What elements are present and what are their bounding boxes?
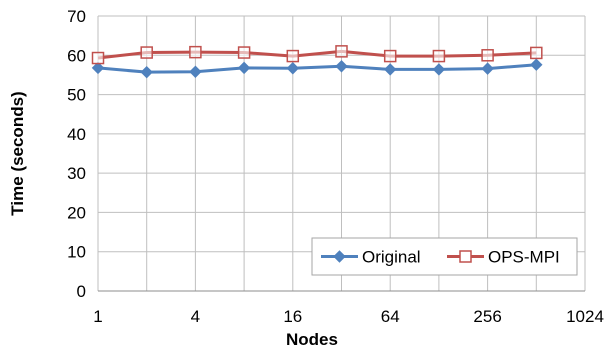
series-line-ops-mpi bbox=[97, 49, 537, 60]
data-point-ops-mpi bbox=[189, 45, 202, 59]
x-tick-label: 4 bbox=[191, 307, 200, 326]
y-tick-label: 60 bbox=[67, 46, 86, 65]
data-point-ops-mpi bbox=[335, 45, 348, 58]
data-point-original bbox=[530, 58, 543, 71]
tick-labels: 0 10 20 30 40 50 60 70 1 4 16 64 256 1024 bbox=[67, 7, 604, 326]
data-point-ops-mpi bbox=[91, 51, 105, 65]
data-point-ops-mpi bbox=[432, 49, 446, 63]
legend-opsmpi-marker bbox=[459, 250, 472, 263]
y-tick-label: 30 bbox=[67, 164, 86, 183]
data-point-original bbox=[140, 65, 153, 79]
y-tick-label: 20 bbox=[67, 203, 86, 222]
x-tick-label: 1024 bbox=[566, 307, 604, 326]
y-tick-label: 70 bbox=[67, 7, 86, 26]
x-tick-label: 256 bbox=[473, 307, 501, 326]
x-tick-label: 64 bbox=[381, 307, 400, 326]
data-point-original bbox=[286, 62, 300, 75]
data-point-ops-mpi bbox=[530, 46, 543, 60]
data-point-original bbox=[481, 62, 494, 75]
y-tick-label: 0 bbox=[77, 282, 86, 301]
data-point-original bbox=[335, 60, 348, 73]
x-tick-label: 1 bbox=[93, 307, 102, 326]
legend: Original OPS-MPI bbox=[311, 237, 578, 276]
legend-opsmpi-label: OPS-MPI bbox=[488, 248, 560, 267]
data-point-original bbox=[432, 63, 446, 76]
y-tick-label: 40 bbox=[67, 125, 86, 144]
data-point-original bbox=[383, 63, 397, 76]
data-point-ops-mpi bbox=[237, 46, 251, 59]
data-point-original bbox=[91, 61, 105, 75]
data-point-ops-mpi bbox=[383, 49, 397, 63]
y-tick-label: 50 bbox=[67, 86, 86, 105]
data-point-ops-mpi bbox=[481, 49, 494, 62]
data-point-original bbox=[237, 61, 251, 75]
y-axis-title: Time (seconds) bbox=[8, 91, 27, 215]
series bbox=[91, 45, 543, 79]
data-point-ops-mpi bbox=[140, 46, 153, 59]
data-point-ops-mpi bbox=[286, 49, 300, 63]
data-point-original bbox=[189, 65, 202, 78]
legend-original-marker bbox=[333, 250, 346, 263]
x-tick-label: 16 bbox=[283, 307, 302, 326]
y-tick-label: 10 bbox=[67, 243, 86, 262]
x-axis-title: Nodes bbox=[286, 330, 338, 349]
legend-original-label: Original bbox=[362, 248, 421, 267]
series-line-original bbox=[97, 63, 537, 74]
